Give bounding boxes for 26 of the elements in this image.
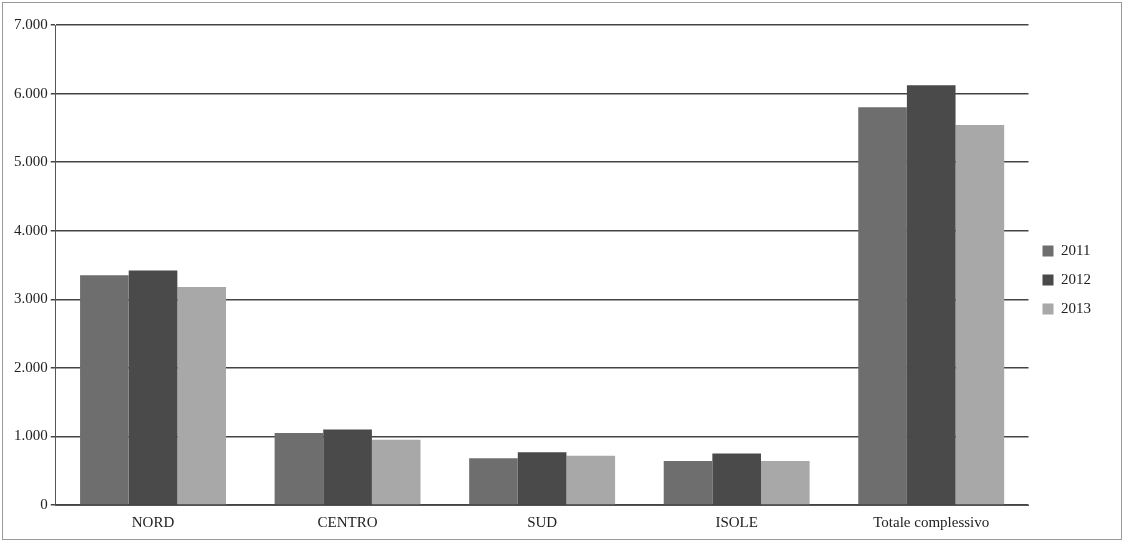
bar xyxy=(371,439,421,505)
bar xyxy=(566,455,616,505)
y-tick-label: 0 xyxy=(40,495,48,512)
bar xyxy=(760,461,810,505)
y-tick-label: 5.000 xyxy=(14,153,48,170)
legend-label: 2011 xyxy=(1061,241,1091,258)
x-tick-label: CENTRO xyxy=(317,513,378,530)
bar xyxy=(469,458,518,505)
y-tick-label: 7.000 xyxy=(14,15,48,32)
bar xyxy=(663,461,713,505)
bar xyxy=(80,275,129,505)
y-tick-label: 2.000 xyxy=(14,358,48,375)
bar xyxy=(858,107,907,505)
bar xyxy=(955,125,1005,505)
legend-label: 2013 xyxy=(1061,299,1091,316)
y-tick-label: 6.000 xyxy=(14,84,48,101)
y-tick-label: 4.000 xyxy=(14,221,48,238)
bar xyxy=(177,286,226,505)
x-tick-label: SUD xyxy=(527,513,558,530)
x-tick-label: Totale complessivo xyxy=(873,513,990,530)
bar xyxy=(274,433,324,505)
y-tick-label: 1.000 xyxy=(14,427,48,444)
y-tick-label: 3.000 xyxy=(14,290,48,307)
legend-label: 2012 xyxy=(1061,270,1091,287)
x-tick-label: ISOLE xyxy=(715,513,758,530)
x-tick-label: NORD xyxy=(131,513,175,530)
